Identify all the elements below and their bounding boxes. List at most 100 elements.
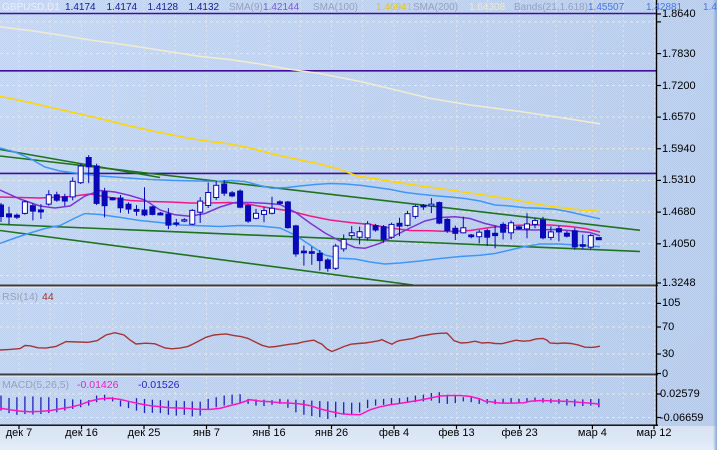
indicator-name: Bands(21,1.618) bbox=[514, 2, 588, 13]
trendline bbox=[0, 148, 161, 179]
rsi-axis-label: 105 bbox=[662, 297, 681, 310]
candle-body-down bbox=[579, 244, 586, 247]
sma100-line bbox=[0, 95, 601, 213]
candle-body-down bbox=[37, 209, 44, 213]
candle-body-up bbox=[532, 220, 538, 225]
candle-body-up bbox=[21, 201, 28, 214]
candle-body-down bbox=[372, 225, 379, 231]
price-axis-label: 1.5310 bbox=[662, 174, 696, 187]
candle-body-up bbox=[476, 231, 483, 238]
time-axis-label: фев 13 bbox=[438, 427, 475, 439]
candle-body-down bbox=[436, 202, 443, 224]
symbol-period-label: GBPUSD,D1 bbox=[2, 2, 60, 13]
axis-ticks bbox=[18, 13, 661, 430]
price-axis-label: 1.4050 bbox=[662, 237, 696, 250]
trendline bbox=[0, 223, 641, 253]
candle-body-up bbox=[356, 231, 363, 238]
candle-body-up bbox=[524, 223, 530, 230]
macd-signal-line bbox=[0, 394, 601, 416]
candle-body-down bbox=[316, 252, 323, 262]
price-axis-label: 1.4680 bbox=[662, 206, 696, 219]
time-axis-label: янв 26 bbox=[314, 427, 349, 439]
rsi-line bbox=[0, 331, 601, 353]
indicator-name: SMA(100) bbox=[313, 2, 359, 13]
candle-body-down bbox=[173, 222, 180, 225]
sma200-line bbox=[0, 26, 601, 125]
info-bar: GBPUSD,D1 1.4174 1.4174 1.4128 1.4132 SM… bbox=[0, 2, 717, 13]
indicator-value: 1.45507 bbox=[588, 2, 625, 13]
candle-body-down bbox=[245, 205, 252, 222]
indicator-value: 1.402 bbox=[703, 2, 717, 13]
candle-body-up bbox=[412, 205, 419, 217]
bands-upper-line bbox=[0, 147, 601, 220]
candle-body-up bbox=[181, 219, 188, 222]
candle-body-down bbox=[149, 206, 156, 215]
candle-body-up bbox=[253, 212, 259, 219]
price-axis-label: 1.7830 bbox=[662, 47, 696, 60]
indicator-name: SMA(200) bbox=[413, 2, 459, 13]
candle-body-down bbox=[276, 201, 283, 204]
candle-body-down bbox=[500, 223, 507, 233]
candle-body-down bbox=[125, 203, 132, 210]
macd-axis-label: -0.06659 bbox=[660, 411, 704, 424]
candle-body-down bbox=[61, 196, 68, 202]
divider-rsi-macd-highlight bbox=[0, 375, 658, 377]
price-axis-label: 1.7200 bbox=[662, 79, 696, 92]
rsi-axis-label: 0 bbox=[662, 367, 669, 380]
rsi-indicator-name: RSI(14) bbox=[2, 291, 39, 303]
candle-body-down bbox=[93, 165, 100, 204]
candle-body-up bbox=[269, 207, 275, 214]
candle-body-down bbox=[396, 222, 403, 227]
divider-main-rsi bbox=[0, 284, 658, 287]
time-axis-strip bbox=[0, 426, 717, 450]
time-axis-label: фев 4 bbox=[378, 427, 410, 439]
candle-body-up bbox=[428, 203, 435, 207]
indicator-value: 1.46941 bbox=[376, 2, 413, 13]
candle-body-up bbox=[508, 222, 515, 234]
time-axis-label: дек 7 bbox=[5, 427, 33, 439]
time-axis-label: фев 23 bbox=[501, 427, 538, 439]
candle-body-up bbox=[45, 194, 52, 205]
indicator-value: 1.64308 bbox=[469, 2, 506, 13]
candle-body-down bbox=[117, 197, 124, 209]
ohlc-high: 1.4174 bbox=[106, 2, 138, 13]
candle-body-up bbox=[261, 210, 267, 215]
trendline bbox=[0, 155, 641, 232]
candle-body-down bbox=[133, 208, 140, 212]
candle-body-up bbox=[77, 165, 84, 184]
candle-body-down bbox=[13, 214, 20, 218]
time-axis-label: мар 4 bbox=[577, 427, 607, 439]
candle-body-down bbox=[324, 259, 331, 269]
divider-rsi-macd bbox=[0, 373, 658, 376]
candle-body-up bbox=[69, 180, 76, 198]
ohlc-low: 1.4128 bbox=[147, 2, 179, 13]
candle-body-down bbox=[555, 228, 562, 233]
candle-body-down bbox=[563, 232, 570, 237]
candle-body-down bbox=[165, 213, 172, 226]
candle-body-down bbox=[595, 237, 602, 241]
window-right-border bbox=[713, 0, 717, 450]
macd-main-value: -0.01426 bbox=[77, 379, 119, 391]
candle-body-down bbox=[101, 191, 108, 207]
bands-lower-line bbox=[0, 212, 601, 265]
candle-body-down bbox=[29, 205, 36, 212]
indicator-value: 1.42144 bbox=[263, 2, 300, 13]
candle-body-up bbox=[460, 227, 467, 234]
price-axis-label: 1.8640 bbox=[662, 8, 696, 20]
time-axis-label: янв 7 bbox=[192, 427, 221, 439]
candle-body-up bbox=[547, 231, 554, 238]
candle-body-down bbox=[284, 201, 291, 229]
candle-body-down bbox=[444, 218, 451, 232]
candle-body-up bbox=[332, 245, 339, 269]
candle-body-down bbox=[221, 183, 228, 194]
candle-body-down bbox=[420, 204, 427, 208]
time-axis-label: дек 16 bbox=[65, 427, 98, 439]
candle-body-down bbox=[516, 226, 522, 230]
indicator-value: 1.42881 bbox=[646, 2, 683, 13]
price-axis-label: 1.5940 bbox=[662, 142, 696, 155]
rsi-axis-label: 70 bbox=[662, 321, 675, 333]
rsi-indicator-value: 44 bbox=[42, 291, 54, 303]
candle-body-up bbox=[404, 213, 411, 226]
